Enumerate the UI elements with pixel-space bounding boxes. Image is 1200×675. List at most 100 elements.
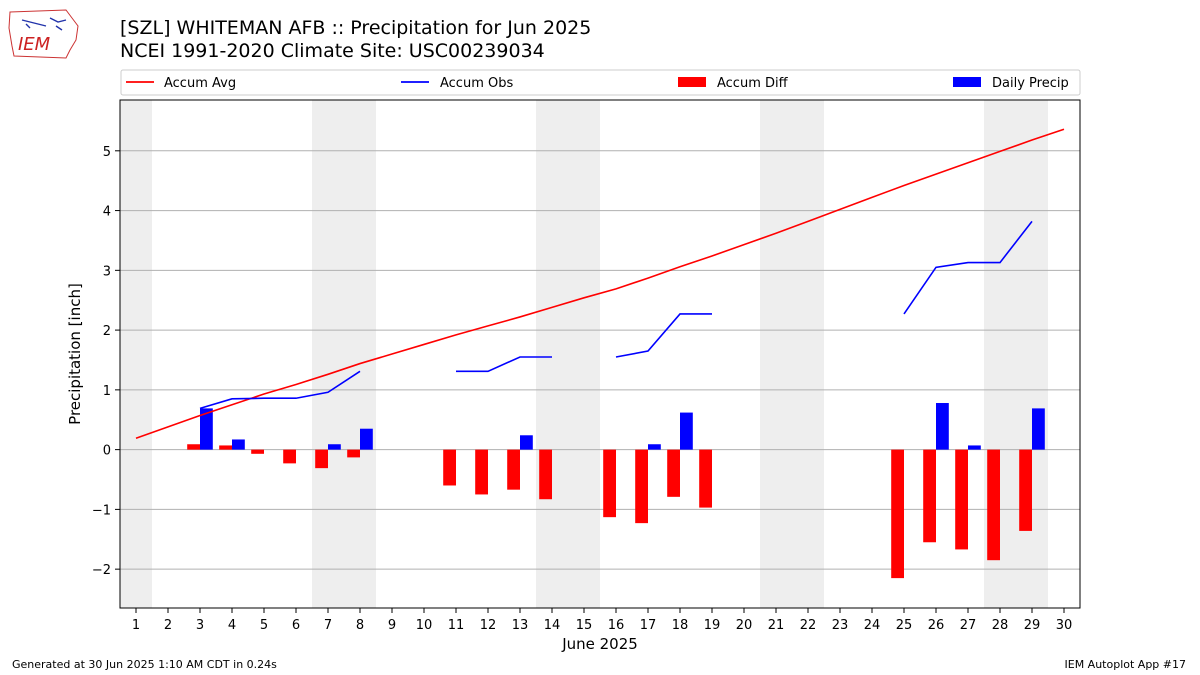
accum-diff-bar-day-29	[1019, 449, 1032, 531]
x-tick-label: 7	[324, 618, 332, 633]
accum-diff-bar-day-14	[539, 449, 552, 500]
x-tick-label: 24	[864, 618, 881, 633]
bars	[187, 403, 1045, 579]
accum-obs-line-segment-2	[615, 313, 712, 358]
x-tick-label: 18	[672, 618, 689, 633]
weather-symbols-shape	[21, 17, 67, 31]
x-tick-label: 15	[576, 618, 593, 633]
y-gridlines	[120, 150, 1080, 570]
weekend-band-2	[536, 100, 600, 608]
x-tick-label: 9	[388, 618, 396, 633]
x-tick-label: 27	[960, 618, 977, 633]
weekend-band-1	[312, 100, 376, 608]
x-tick-label: 29	[1024, 618, 1041, 633]
accum-diff-bar-day-26	[923, 449, 936, 543]
x-tick-label: 5	[260, 618, 268, 633]
daily-precip-bar-day-18	[680, 412, 693, 450]
y-tick-label: −1	[92, 503, 111, 518]
accum-diff-bar-day-3	[187, 444, 200, 450]
y-tick-label: 0	[103, 444, 111, 459]
x-tick-label: 19	[704, 618, 721, 633]
accum-obs-line-segment-0	[199, 370, 361, 410]
accum-diff-bar-day-25	[891, 449, 904, 579]
accum-obs-line-segment-1	[456, 356, 552, 373]
y-tick-label: 3	[103, 264, 111, 279]
accum-diff-bar-day-18	[667, 449, 680, 497]
legend-label: Accum Diff	[717, 76, 789, 91]
x-tick-label: 10	[416, 618, 433, 633]
accum-diff-bar-day-11	[443, 449, 456, 486]
x-tick-label: 6	[292, 618, 300, 633]
daily-precip-bar-day-13	[520, 435, 533, 450]
y-tick-label: −2	[92, 563, 111, 578]
chart-title: [SZL] WHITEMAN AFB :: Precipitation for …	[120, 17, 592, 39]
plot-frame	[119, 99, 1081, 609]
y-tick-label: 5	[103, 145, 111, 160]
x-tick-label: 4	[228, 618, 236, 633]
x-tick-label: 13	[512, 618, 529, 633]
daily-precip-bar-day-26	[936, 403, 949, 450]
chart-subtitle: NCEI 1991-2020 Climate Site: USC00239034	[120, 40, 545, 62]
y-axis: −2 −1 0 1 2 3 4 5	[92, 145, 120, 578]
accum-diff-bar-day-19	[699, 449, 712, 508]
x-axis: 1 2 3 4 5 6 7 8 9 10 11 12 13 14 15 16 17 18 19 20 21 22 23 24 2…	[132, 608, 1072, 633]
y-tick-label: 1	[103, 384, 111, 399]
y-tick-label: 4	[103, 205, 111, 220]
weekend-band-0	[120, 100, 152, 608]
x-tick-label: 1	[132, 618, 140, 633]
accum-diff-bar-day-17	[635, 449, 648, 524]
accum-diff-bar-day-4	[219, 445, 232, 450]
x-tick-label: 21	[768, 618, 785, 633]
y-tick-label: 2	[103, 324, 111, 339]
daily-precip-bar-day-27	[968, 445, 981, 450]
accum-diff-bar-day-5	[251, 449, 264, 454]
x-tick-label: 28	[992, 618, 1009, 633]
iem-logo: IEM	[8, 9, 79, 59]
x-tick-label: 26	[928, 618, 945, 633]
y-axis-label: Precipitation [inch]	[66, 283, 84, 425]
x-tick-label: 22	[800, 618, 817, 633]
accum-diff-bar-day-13	[507, 449, 520, 490]
x-axis-label: June 2025	[561, 635, 638, 653]
x-tick-label: 12	[480, 618, 497, 633]
x-tick-label: 16	[608, 618, 625, 633]
accum-diff-bar-day-8	[347, 449, 360, 458]
accum-diff-bar-day-7	[315, 449, 328, 469]
accum-diff-bar-day-16	[603, 449, 616, 518]
legend: Accum Avg Accum Obs Accum Diff Daily Precip	[120, 69, 1081, 96]
daily-precip-bar-day-29	[1032, 408, 1045, 450]
footer-generated: Generated at 30 Jun 2025 1:10 AM CDT in …	[12, 658, 277, 671]
x-tick-label: 14	[544, 618, 561, 633]
daily-precip-bar-day-17	[648, 444, 661, 450]
legend-swatch-2	[678, 77, 706, 87]
accum-lines	[135, 128, 1065, 440]
x-tick-label: 2	[164, 618, 172, 633]
legend-swatch-3	[953, 77, 981, 87]
legend-label: Accum Avg	[164, 76, 236, 91]
legend-box	[120, 69, 1081, 96]
weekend-band-3	[760, 100, 824, 608]
accum-obs-line-segment-3	[903, 220, 1033, 315]
daily-precip-bar-day-8	[360, 428, 373, 450]
accum-avg-line-segment-0	[135, 128, 1065, 440]
legend-label: Daily Precip	[992, 76, 1069, 91]
daily-precip-bar-day-7	[328, 444, 341, 450]
x-tick-label: 23	[832, 618, 849, 633]
accum-diff-bar-day-28	[987, 449, 1000, 561]
daily-precip-bar-day-3	[200, 408, 213, 450]
logo-text: IEM	[18, 34, 51, 55]
x-tick-label: 3	[196, 618, 204, 633]
iowa-outline-shape	[8, 9, 79, 59]
x-tick-label: 17	[640, 618, 657, 633]
accum-diff-bar-day-6	[283, 449, 296, 464]
footer-app: IEM Autoplot App #17	[1064, 658, 1187, 671]
accum-diff-bar-day-27	[955, 449, 968, 550]
x-tick-label: 8	[356, 618, 364, 633]
daily-precip-bar-day-4	[232, 439, 245, 450]
legend-label: Accum Obs	[440, 76, 513, 91]
x-tick-label: 20	[736, 618, 753, 633]
x-tick-label: 11	[448, 618, 465, 633]
x-tick-label: 25	[896, 618, 913, 633]
x-tick-label: 30	[1056, 618, 1073, 633]
